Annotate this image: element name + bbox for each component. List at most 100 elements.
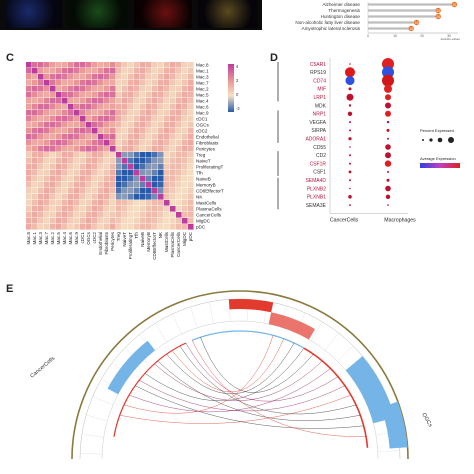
expression-dot <box>345 67 355 78</box>
heatmap-cell <box>176 212 182 218</box>
heatmap-cell <box>74 98 80 104</box>
heatmap-cell <box>56 200 62 206</box>
heatmap-cell <box>38 146 44 152</box>
heatmap-cell <box>50 164 56 170</box>
heatmap-cell <box>152 170 158 176</box>
chord-link <box>185 342 339 402</box>
size-legend-dot <box>422 139 424 141</box>
track-ring <box>101 320 379 460</box>
red-sector-bar <box>268 312 315 340</box>
heatmap-cell <box>140 206 146 212</box>
heatmap-cell <box>44 200 50 206</box>
heatmap-cell <box>152 200 158 206</box>
heatmap-cell <box>134 98 140 104</box>
expression-dot <box>387 204 389 206</box>
heatmap-cell <box>68 194 74 200</box>
heatmap-cell <box>26 170 32 176</box>
heatmap-cell <box>68 98 74 104</box>
heatmap-cell <box>188 188 194 194</box>
heatmap-cell <box>110 110 116 116</box>
heatmap-cell <box>122 206 128 212</box>
heatmap-cell <box>146 74 152 80</box>
heatmap-cell <box>170 68 176 74</box>
expression-dot <box>385 94 391 101</box>
heatmap-cell <box>176 140 182 146</box>
heatmap-cell <box>182 68 188 74</box>
heatmap-cell <box>122 104 128 110</box>
heatmap-cell <box>92 110 98 116</box>
pathway-dot <box>413 19 420 26</box>
heatmap-cell <box>62 104 68 110</box>
heatmap-cell <box>74 176 80 182</box>
heatmap-cell <box>122 188 128 194</box>
heatmap-cell <box>44 194 50 200</box>
sector-divider <box>190 306 198 328</box>
size-legend-title: Percent Expressed <box>420 128 454 133</box>
heatmap-cell <box>122 158 128 164</box>
heatmap-cell <box>74 212 80 218</box>
heatmap-cell <box>158 152 164 158</box>
heatmap-cell <box>32 224 38 230</box>
heatmap-cell <box>176 206 182 212</box>
heatmap-cell <box>116 74 122 80</box>
heatmap-cell <box>62 206 68 212</box>
heatmap-cell <box>116 86 122 92</box>
heatmap-cell <box>110 224 116 230</box>
expression-dot <box>384 84 392 93</box>
heatmap-cell <box>188 140 194 146</box>
expression-dot <box>348 137 352 141</box>
chord-link <box>154 360 323 401</box>
heatmap-cell <box>176 176 182 182</box>
heatmap-cell <box>50 212 56 218</box>
heatmap-cell <box>74 116 80 122</box>
heatmap-cell <box>56 140 62 146</box>
heatmap-cell <box>104 116 110 122</box>
heatmap-cell <box>146 206 152 212</box>
heatmap-col-label: Mac.6 <box>68 232 73 245</box>
heatmap-cell <box>158 86 164 92</box>
heatmap-cell <box>182 116 188 122</box>
heatmap-cell <box>50 122 56 128</box>
heatmap-cell <box>116 116 122 122</box>
heatmap-cell <box>38 218 44 224</box>
heatmap-cell <box>140 122 146 128</box>
heatmap-cell <box>62 116 68 122</box>
gene-label: CD55 <box>313 145 326 151</box>
panel-letter-e: E <box>6 283 14 295</box>
heatmap-cell <box>56 218 62 224</box>
sector-divider <box>155 323 168 343</box>
heatmap-cell <box>50 98 56 104</box>
heatmap-cell <box>80 110 86 116</box>
heatmap-cell <box>44 122 50 128</box>
heatmap-cell <box>176 80 182 86</box>
gene-label: CD74 <box>313 78 326 84</box>
heatmap-cell <box>50 158 56 164</box>
heatmap-cell <box>32 62 38 68</box>
heatmap-cell <box>104 212 110 218</box>
heatmap-col-label: Mac.4 <box>62 232 67 245</box>
gene-label: ADORA1 <box>305 137 326 143</box>
heatmap-cell <box>188 194 194 200</box>
heatmap-cell <box>62 98 68 104</box>
heatmap-cell <box>68 218 74 224</box>
heatmap-row-label: Pericytes <box>196 147 216 152</box>
heatmap-cell <box>56 206 62 212</box>
heatmap-cell <box>176 194 182 200</box>
heatmap-cell <box>188 200 194 206</box>
heatmap-cell <box>128 212 134 218</box>
heatmap-cell <box>44 62 50 68</box>
inner-ring <box>79 298 401 460</box>
heatmap-cell <box>68 140 74 146</box>
expression-dot <box>348 195 352 199</box>
heatmap-cell <box>152 206 158 212</box>
heatmap-cell <box>50 176 56 182</box>
heatmap-cell <box>86 182 92 188</box>
heatmap-cell <box>32 212 38 218</box>
blue-sector-bar <box>380 401 408 449</box>
heatmap-cell <box>122 110 128 116</box>
heatmap-cell <box>74 86 80 92</box>
heatmap-cell <box>26 152 32 158</box>
heatmap-cell <box>164 128 170 134</box>
heatmap-cell <box>50 218 56 224</box>
heatmap-cell <box>182 110 188 116</box>
